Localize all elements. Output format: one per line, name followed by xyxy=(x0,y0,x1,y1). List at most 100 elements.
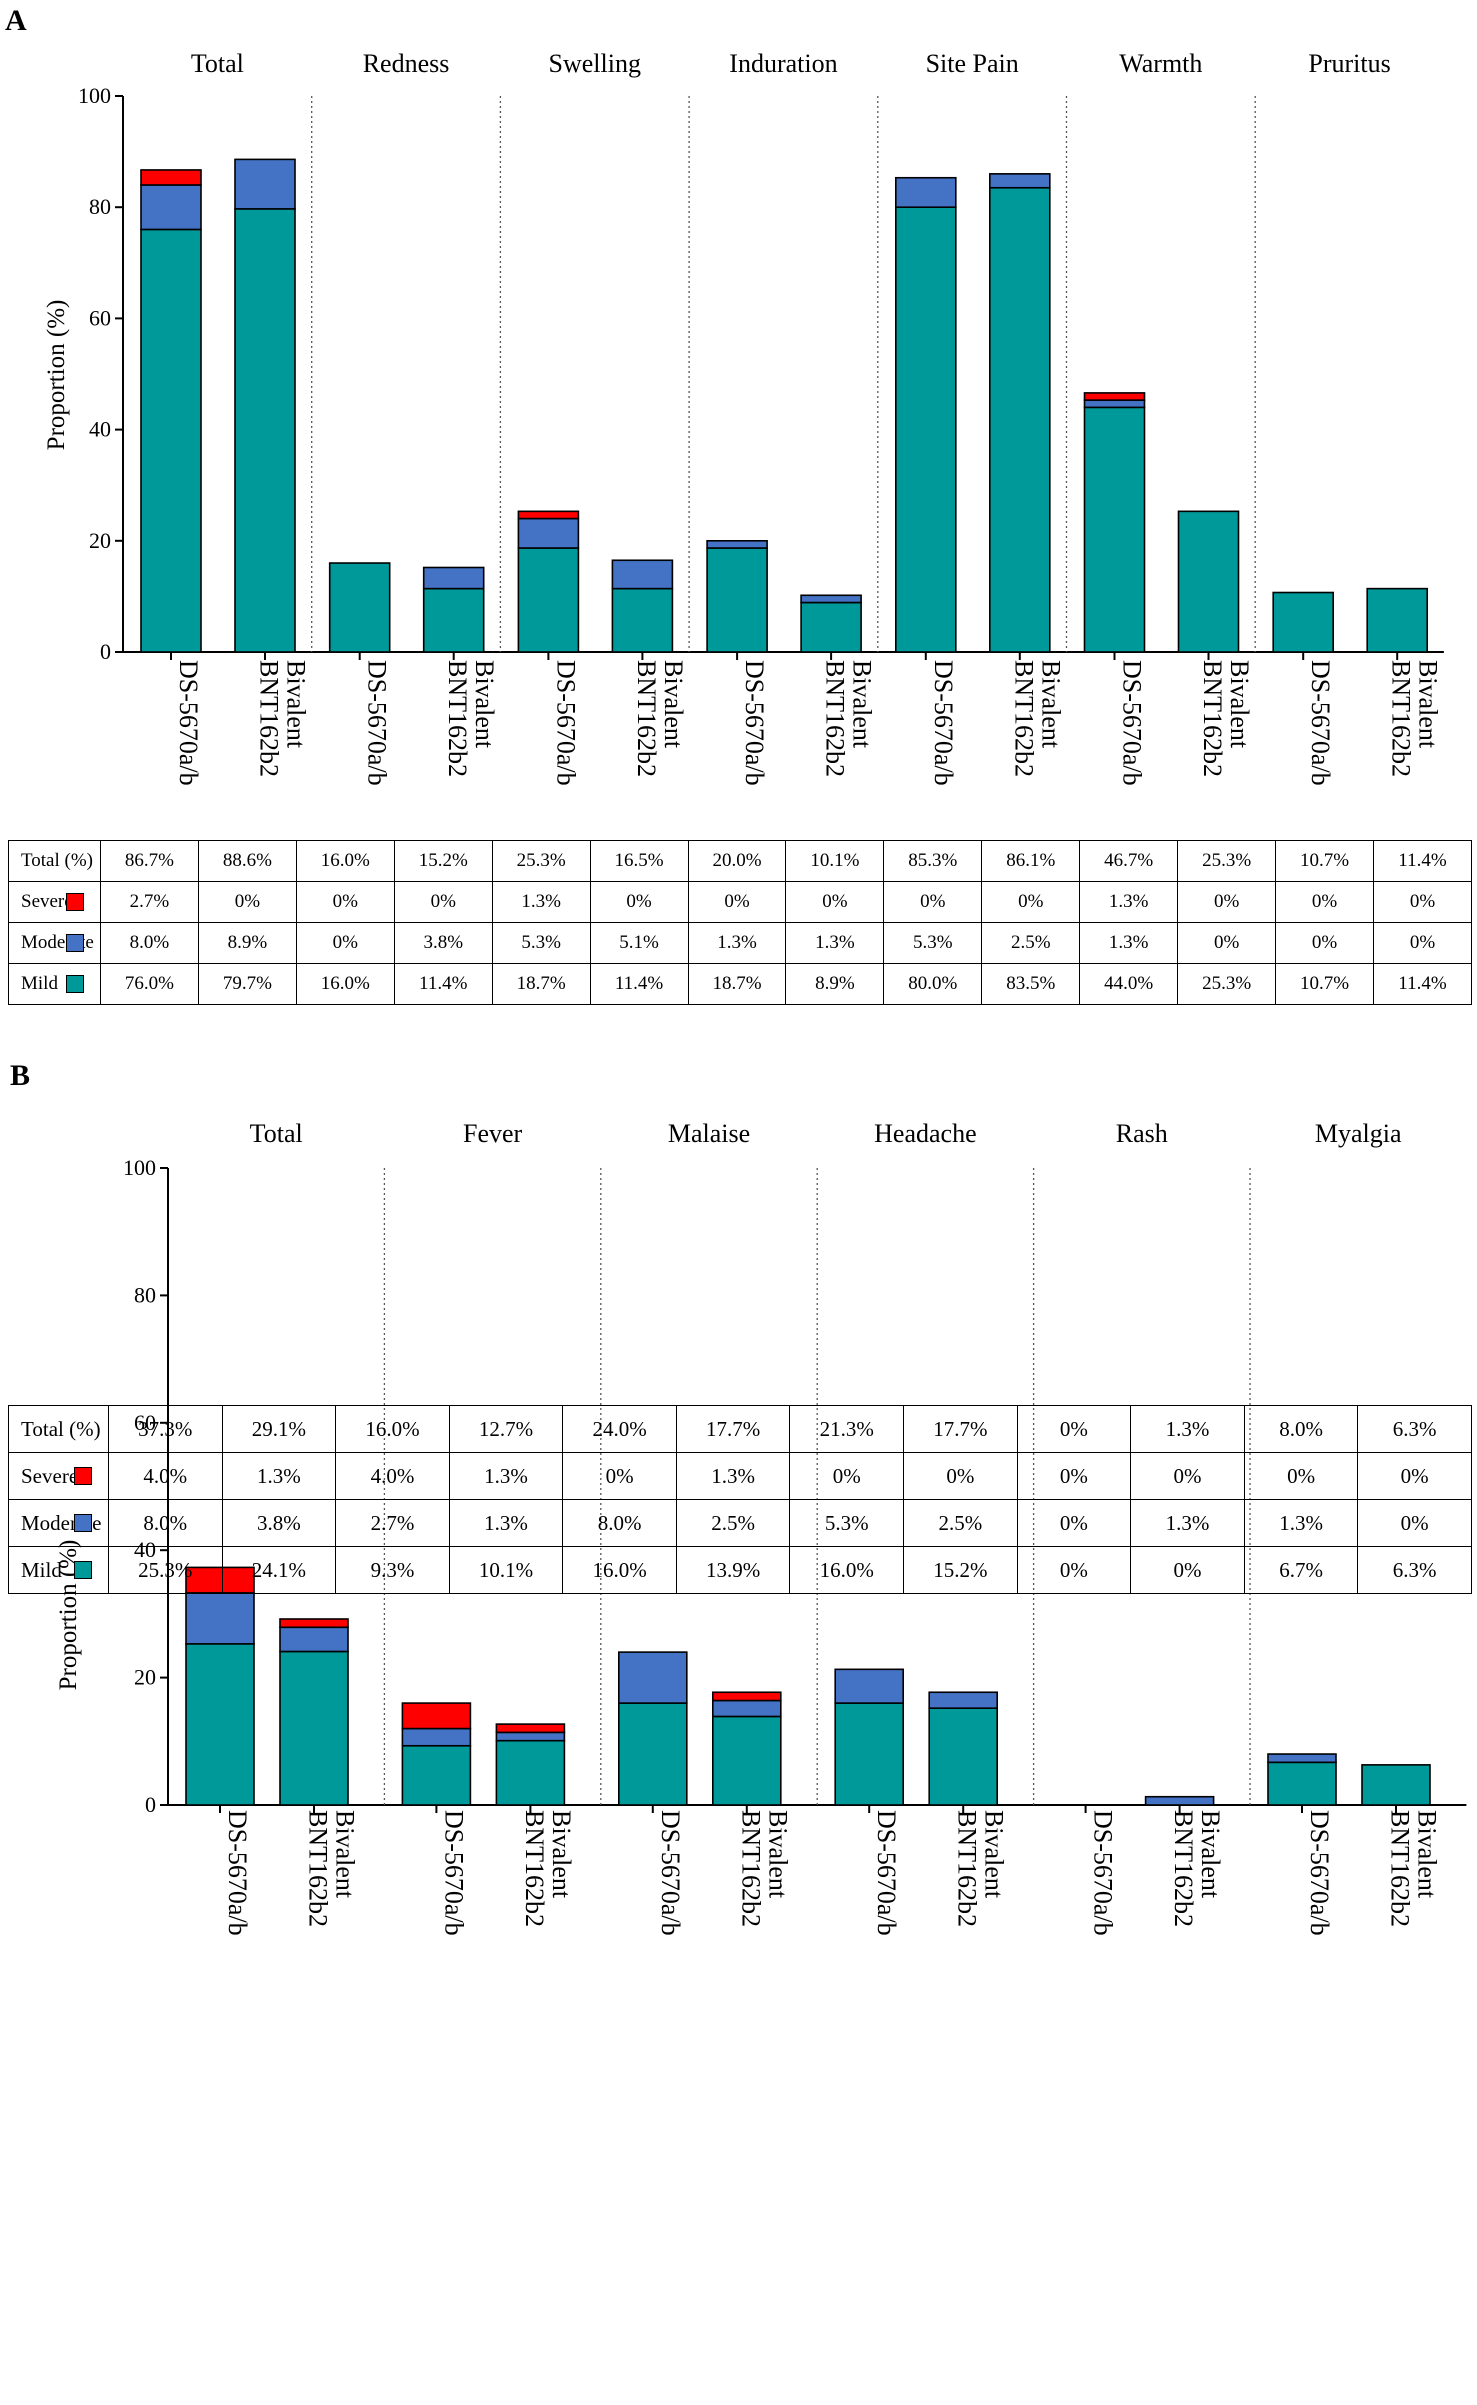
y-tick-label: 20 xyxy=(89,528,111,553)
table-cell: 16.0% xyxy=(295,840,395,882)
y-tick-label: 40 xyxy=(89,417,111,442)
table-b: Total (%) 37.3% 29.1% 16.0% 12.7% 24.0% 17.7% 2… xyxy=(8,1405,1472,1594)
bar-segment-mild xyxy=(140,228,202,653)
bar-segment-moderate xyxy=(611,559,674,590)
x-category-label: BNT162b2 xyxy=(255,660,284,777)
bar-segment-severe xyxy=(279,1618,349,1629)
bar-segment-moderate xyxy=(234,158,296,210)
table-cell: 13.9% xyxy=(675,1546,791,1594)
table-cell: 8.9% xyxy=(197,922,297,964)
row-label: Mild xyxy=(8,1546,109,1594)
x-category-label: BNT162b2 xyxy=(520,1810,549,1927)
bar-segment-severe xyxy=(517,510,580,520)
row-label: Severe xyxy=(8,881,101,923)
table-cell: 0% xyxy=(1372,881,1473,923)
bar-segment-mild xyxy=(185,1643,255,1806)
legend-swatch-mild xyxy=(66,975,84,993)
table-cell: 6.3% xyxy=(1357,1546,1472,1594)
table-cell: 1.3% xyxy=(1130,1405,1245,1453)
table-cell: 15.2% xyxy=(393,840,493,882)
table-row-severe: Severe 2.7% 0% 0% 0% 1.3% 0% 0% 0% 0% 0% 1.3% 0% 0% 0% xyxy=(8,881,1473,923)
table-cell: 2.7% xyxy=(100,881,199,923)
table-cell: 24.1% xyxy=(221,1546,337,1594)
x-category-label: DS-5670a/b xyxy=(1118,660,1147,786)
x-category-label: Bivalent xyxy=(331,1810,360,1899)
x-category-label: Bivalent xyxy=(659,660,688,749)
table-cell: 20.0% xyxy=(687,840,787,882)
table-cell: 9.3% xyxy=(335,1546,450,1594)
table-cell: 76.0% xyxy=(100,963,199,1005)
x-category-label: DS-5670a/b xyxy=(223,1810,252,1936)
x-category-label: DS-5670a/b xyxy=(1089,1810,1118,1936)
table-cell: 16.0% xyxy=(295,963,395,1005)
bar-segment-moderate xyxy=(1144,1795,1215,1806)
table-cell: 1.3% xyxy=(448,1452,564,1500)
row-label: Total (%) xyxy=(8,1405,109,1453)
table-cell: 3.8% xyxy=(221,1499,337,1547)
group-label: Induration xyxy=(729,49,837,78)
table-cell: 16.0% xyxy=(789,1546,905,1594)
y-tick-label: 0 xyxy=(100,639,111,664)
table-cell: 17.7% xyxy=(675,1405,791,1453)
bar-segment-mild xyxy=(1366,587,1428,653)
x-category-label: BNT162b2 xyxy=(1169,1810,1198,1927)
x-category-label: BNT162b2 xyxy=(1386,1810,1415,1927)
table-cell: 0% xyxy=(1016,1499,1132,1547)
table-cell: 1.3% xyxy=(785,922,885,964)
table-cell: 0% xyxy=(1357,1452,1472,1500)
table-cell: 25.3% xyxy=(108,1546,223,1594)
table-cell: 80.0% xyxy=(883,963,983,1005)
bar-segment-mild xyxy=(1267,1761,1337,1806)
table-cell: 79.7% xyxy=(197,963,297,1005)
table-cell: 17.7% xyxy=(903,1405,1018,1453)
group-label: Malaise xyxy=(668,1119,750,1148)
bar-segment-severe xyxy=(401,1702,472,1730)
bar-segment-mild xyxy=(1177,510,1240,653)
table-cell: 0% xyxy=(295,922,395,964)
x-category-label: Bivalent xyxy=(1036,660,1065,749)
table-cell: 25.3% xyxy=(491,840,591,882)
table-cell: 46.7% xyxy=(1079,840,1179,882)
bar-segment-mild xyxy=(279,1650,349,1806)
table-cell: 0% xyxy=(562,1452,677,1500)
table-cell: 1.3% xyxy=(687,922,787,964)
table-row-moderate: Moderate 8.0% 3.8% 2.7% 1.3% 8.0% 2.5% 5.3% 2.5%… xyxy=(8,1499,1472,1547)
table-cell: 6.3% xyxy=(1357,1405,1472,1453)
table-cell: 16.5% xyxy=(589,840,689,882)
x-category-label: Bivalent xyxy=(848,660,877,749)
y-tick-label: 60 xyxy=(89,305,111,330)
table-row-mild: Mild 76.0% 79.7% 16.0% 11.4% 18.7% 11.4% 18.7% 8… xyxy=(8,963,1473,1005)
x-category-label: Bivalent xyxy=(1225,660,1254,749)
table-cell: 4.0% xyxy=(108,1452,223,1500)
table-cell: 8.0% xyxy=(108,1499,223,1547)
bar-segment-mild xyxy=(617,1702,688,1806)
bar-segment-severe xyxy=(495,1723,566,1734)
table-cell: 29.1% xyxy=(221,1405,337,1453)
table-cell: 0% xyxy=(981,881,1081,923)
table-cell: 0% xyxy=(903,1452,1018,1500)
table-cell: 0% xyxy=(295,881,395,923)
table-cell: 18.7% xyxy=(491,963,591,1005)
bar-segment-mild xyxy=(328,562,391,653)
table-row-moderate: Moderate 8.0% 8.9% 0% 3.8% 5.3% 5.1% 1.3% 1.3% 5.… xyxy=(8,922,1473,964)
x-category-label: DS-5670a/b xyxy=(656,1810,685,1936)
table-cell: 1.3% xyxy=(491,881,591,923)
table-cell: 0% xyxy=(1177,922,1277,964)
bar-segment-moderate xyxy=(1267,1753,1337,1764)
x-category-label: DS-5670a/b xyxy=(1305,1810,1334,1936)
group-label: Warmth xyxy=(1119,49,1202,78)
table-cell: 0% xyxy=(1243,1452,1359,1500)
group-label: Fever xyxy=(463,1119,523,1148)
bar-segment-moderate xyxy=(185,1592,255,1645)
bar-segment-mild xyxy=(401,1744,472,1806)
x-category-label: Bivalent xyxy=(1196,1810,1225,1899)
y-tick-label: 80 xyxy=(134,1282,156,1307)
table-row-mild: Mild 25.3% 24.1% 9.3% 10.1% 16.0% 13.9% 16.0% 15… xyxy=(8,1546,1472,1594)
legend-swatch-mild xyxy=(74,1561,92,1579)
x-category-label: DS-5670a/b xyxy=(363,660,392,786)
table-cell: 4.0% xyxy=(335,1452,450,1500)
table-cell: 10.7% xyxy=(1275,963,1374,1005)
table-cell: 16.0% xyxy=(562,1546,677,1594)
row-label: Total (%) xyxy=(8,840,101,882)
table-cell: 5.3% xyxy=(789,1499,905,1547)
